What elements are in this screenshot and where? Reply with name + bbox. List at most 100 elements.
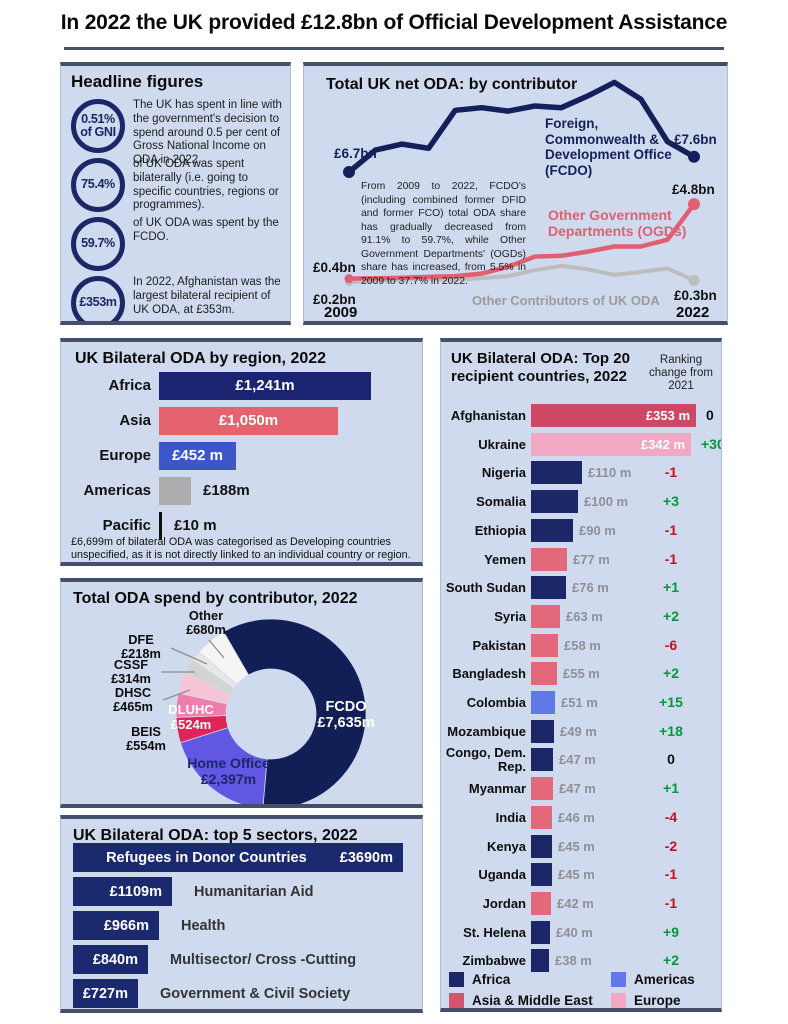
stat-value: £353m [79,295,117,310]
top20-row: Congo, Dem. Rep. £47 m 0 [441,745,721,774]
headline-title: Headline figures [71,72,204,91]
region-label: Europe [99,447,151,464]
line-chart-title: Total UK net ODA: by contributor [326,76,578,93]
region-bar [159,476,191,505]
donut-label: FCDO £7,635m [291,699,401,731]
legend-item: Europe [611,993,681,1008]
ranking-change: 0 [706,407,714,423]
top20-row: India £46 m -4 [441,806,721,829]
legend-label: Asia & Middle East [472,993,593,1008]
other-start-value: £0.2bn [313,292,356,307]
country-bar [531,605,560,628]
stat-circle: £353m [71,276,125,321]
country-bar [531,548,567,571]
ranking-change: +2 [663,608,679,624]
x-axis-year-start: 2009 [324,304,358,321]
fcdo-series-label: Foreign, Commonwealth & Development Offi… [545,116,672,178]
donut-slice-value: £7,635m [317,715,375,732]
region-value: £10 m [174,517,217,534]
country-label: Mozambique [447,723,526,739]
ranking-change: -6 [664,637,678,653]
ranking-change: +3 [663,493,679,509]
top20-row: Myanmar £47 m +1 [441,777,721,800]
donut-slice-name: DLUHC [168,702,214,717]
ranking-change: -1 [664,522,678,538]
donut-slice-value: £218m [121,646,161,662]
stat-value: 59.7% [81,236,115,251]
ranking-change: +18 [659,723,683,739]
donut-leader-line [170,647,208,665]
stat-description: The UK has spent in line with the govern… [133,99,282,167]
x-axis-year-end: 2022 [676,304,710,321]
ranking-change: -1 [664,895,678,911]
sector-value: £1109m [109,883,162,900]
sector-name: Multisector/ Cross -Cutting [170,951,357,968]
line-series-0 [346,79,697,175]
country-value: £58 m [564,638,601,653]
top20-row: Bangladesh £55 m +2 [441,662,721,685]
sector-bar: £727m [73,979,138,1008]
donut-leader-line [208,639,225,659]
line-end-dot-2 [688,274,700,286]
donut-label: Other £680m [166,608,246,638]
donut-slice-name: Other [188,608,224,623]
donut-slice-name: BEIS [131,724,161,739]
ranking-change: +2 [663,952,679,968]
region-row: Americas £188m [71,473,414,508]
donut-slice-value: £524m [170,716,212,732]
donut-slice-name: DHSC [114,685,152,700]
stat-circle: 0.51% of GNI [71,99,125,153]
country-label: Syria [494,608,526,624]
country-bar [531,662,557,685]
donut-label: CSSF £314m [101,657,161,687]
country-value: £77 m [573,552,610,567]
country-bar [531,691,555,714]
top20-row: Somalia £100 m +3 [441,490,721,513]
region-chart-title: UK Bilateral ODA by region, 2022 [75,350,327,367]
region-bar: £452 m [159,441,236,470]
country-bar [531,748,553,771]
top20-row: Zimbabwe £38 m +2 [441,949,721,972]
legend-label: Europe [634,993,681,1008]
country-value: £40 m [556,925,593,940]
line-series-1 [346,201,697,281]
region-value: £1,241m [235,377,295,394]
panel-donut-chart: Total ODA spend by contributor, 2022 FCD… [60,578,423,808]
country-value: £45 m [558,839,595,854]
country-bar: £353 m [531,404,696,427]
sector-value: £966m [103,917,149,934]
panel-line-chart: Total UK net ODA: by contributor £6.7bn … [303,62,728,325]
country-bar [531,777,553,800]
ranking-change: +1 [663,579,679,595]
ranking-change: -1 [664,551,678,567]
region-bar: £1,241m [159,371,371,400]
country-value: £110 m [588,465,632,480]
country-label: Pakistan [472,637,526,653]
country-bar [531,921,550,944]
ranking-change: +15 [659,694,683,710]
ranking-change: -1 [664,464,678,480]
stat-value: 0.51% [81,111,115,126]
country-label: South Sudan [445,579,526,595]
country-label: St. Helena [463,924,526,940]
panel-region-chart: UK Bilateral ODA by region, 2022 Africa £… [60,338,423,566]
country-label: Jordan [482,895,526,911]
donut-label: DHSC £465m [103,685,163,715]
country-bar [531,519,573,542]
sector-bar: £966m [73,911,159,940]
country-label: Congo, Dem. Rep. [445,745,526,774]
region-row: Pacific £10 m [71,508,414,543]
sector-bar: Refugees in Donor Countries £3690m [73,843,403,872]
donut-slice-name: CSSF [113,657,149,672]
country-bar [531,806,552,829]
country-label: Myanmar [468,780,526,796]
fcdo-start-value: £6.7bn [334,146,377,161]
country-label: Ethiopia [474,522,526,538]
ranking-change: +2 [663,665,679,681]
sector-value: £3690m [339,849,393,866]
top20-row: Nigeria £110 m -1 [441,461,721,484]
country-value: £100 m [584,494,629,509]
ranking-change: +9 [663,924,679,940]
top20-row: Afghanistan £353 m 0 [441,404,721,427]
